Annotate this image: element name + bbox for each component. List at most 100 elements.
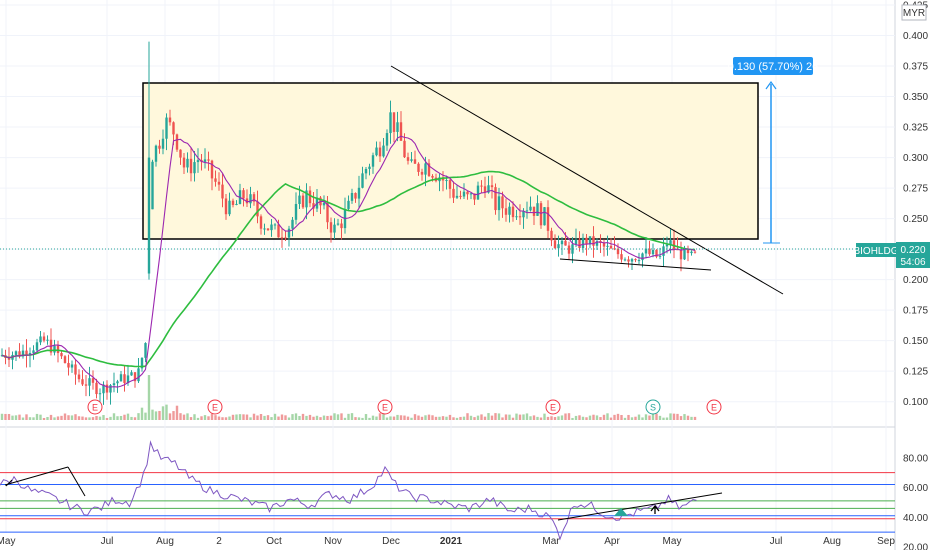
candle-body — [133, 372, 137, 382]
candle-body — [56, 345, 60, 354]
volume-bar — [98, 416, 102, 420]
candle-body — [637, 260, 641, 262]
volume-bar — [438, 416, 441, 420]
candle-body — [553, 240, 557, 249]
candle-body — [546, 207, 550, 231]
candle-body — [410, 159, 413, 161]
rsi-tick-label: 80.00 — [903, 453, 928, 464]
volume-bar — [161, 406, 165, 420]
candle-body — [322, 202, 326, 206]
volume-bar — [217, 416, 221, 420]
candle-body — [455, 195, 459, 198]
price-tick-label: 0.400 — [903, 31, 928, 42]
volume-bar — [501, 417, 504, 420]
volume-bar — [413, 414, 417, 420]
volume-bar — [81, 416, 84, 420]
volume-bar — [224, 417, 228, 420]
candle-body — [462, 191, 466, 197]
candle-body — [497, 196, 501, 211]
volume-bar — [280, 414, 284, 420]
candle-body — [511, 206, 515, 218]
candle-body — [616, 248, 620, 255]
volume-bar — [109, 416, 112, 420]
candle-body — [385, 133, 389, 146]
volume-bar — [410, 417, 413, 420]
volume-bar — [508, 414, 511, 420]
candle-body — [158, 145, 161, 149]
currency-tag[interactable] — [901, 4, 927, 21]
candle-body — [679, 249, 683, 260]
candle-body — [46, 339, 49, 341]
volume-bar — [431, 415, 434, 420]
volume-bar — [371, 415, 375, 420]
candle-body — [266, 228, 270, 231]
volume-bar — [574, 415, 578, 420]
candle-body — [364, 168, 368, 174]
countdown: 54:06 — [900, 257, 925, 268]
event-marker-icon[interactable] — [207, 399, 223, 415]
volume-bar — [0, 413, 4, 420]
volume-bar — [553, 417, 557, 420]
candle-body — [214, 178, 217, 182]
volume-bar — [308, 414, 312, 420]
event-label: E — [711, 403, 717, 413]
time-tick-label: Jul — [770, 536, 783, 547]
candle-body — [651, 249, 655, 255]
candle-body — [312, 203, 315, 209]
event-marker-icon[interactable] — [706, 399, 722, 415]
candle-body — [361, 173, 364, 188]
volume-bar — [112, 413, 116, 420]
candle-body — [294, 204, 298, 220]
rsi-trendline-left-down[interactable] — [67, 466, 86, 497]
candle-body — [592, 236, 595, 246]
candle-body — [333, 224, 336, 233]
volume-bar — [375, 416, 378, 420]
candle-body — [168, 117, 172, 123]
volume-bar — [312, 416, 315, 420]
candle-body — [581, 237, 585, 248]
candle-body — [147, 157, 151, 274]
volume-bar — [245, 414, 249, 420]
volume-bar — [536, 416, 539, 420]
volume-bar — [168, 413, 172, 420]
volume-bar — [662, 417, 665, 420]
event-marker-icon[interactable] — [645, 399, 661, 415]
candle-body — [693, 251, 697, 253]
candle-body — [655, 249, 658, 257]
range-rectangle[interactable] — [142, 82, 759, 240]
volume-bar — [497, 413, 501, 420]
candle-body — [630, 259, 634, 262]
rsi-support-line[interactable] — [557, 492, 723, 521]
candle-body — [480, 185, 483, 187]
volume-bar — [382, 414, 385, 420]
volume-bar — [602, 414, 606, 420]
volume-bar — [396, 414, 399, 420]
descending-trendline[interactable] — [390, 65, 784, 295]
candle-body — [130, 372, 133, 376]
time-tick-label: Aug — [156, 536, 174, 547]
event-marker-icon[interactable] — [87, 399, 103, 415]
volume-bar — [256, 415, 259, 420]
volume-bar — [123, 414, 126, 420]
candle-body — [658, 255, 662, 257]
candle-body — [623, 259, 627, 261]
volume-bar — [581, 416, 585, 420]
candle-body — [424, 163, 427, 175]
candle-body — [252, 194, 256, 202]
volume-bar — [347, 413, 350, 420]
lower-wedge-line[interactable] — [559, 258, 712, 271]
measure-tool[interactable]: 0.130 (57.70%) 26 — [728, 57, 819, 244]
volume-bar — [511, 417, 515, 420]
time-tick-label: 2021 — [440, 536, 463, 547]
rsi-trendline-left[interactable] — [4, 466, 69, 486]
candle-body — [63, 356, 67, 363]
price-axis: 0.4250.4000.3750.3500.3250.3000.2750.250… — [903, 1, 928, 409]
event-marker-icon[interactable] — [545, 399, 561, 415]
candle-body — [32, 350, 35, 353]
event-marker-icon[interactable] — [377, 399, 393, 415]
candle-body — [210, 160, 214, 179]
volume-bar — [588, 415, 592, 420]
volume-bar — [242, 414, 245, 420]
price-tick-label: 0.350 — [903, 92, 928, 103]
